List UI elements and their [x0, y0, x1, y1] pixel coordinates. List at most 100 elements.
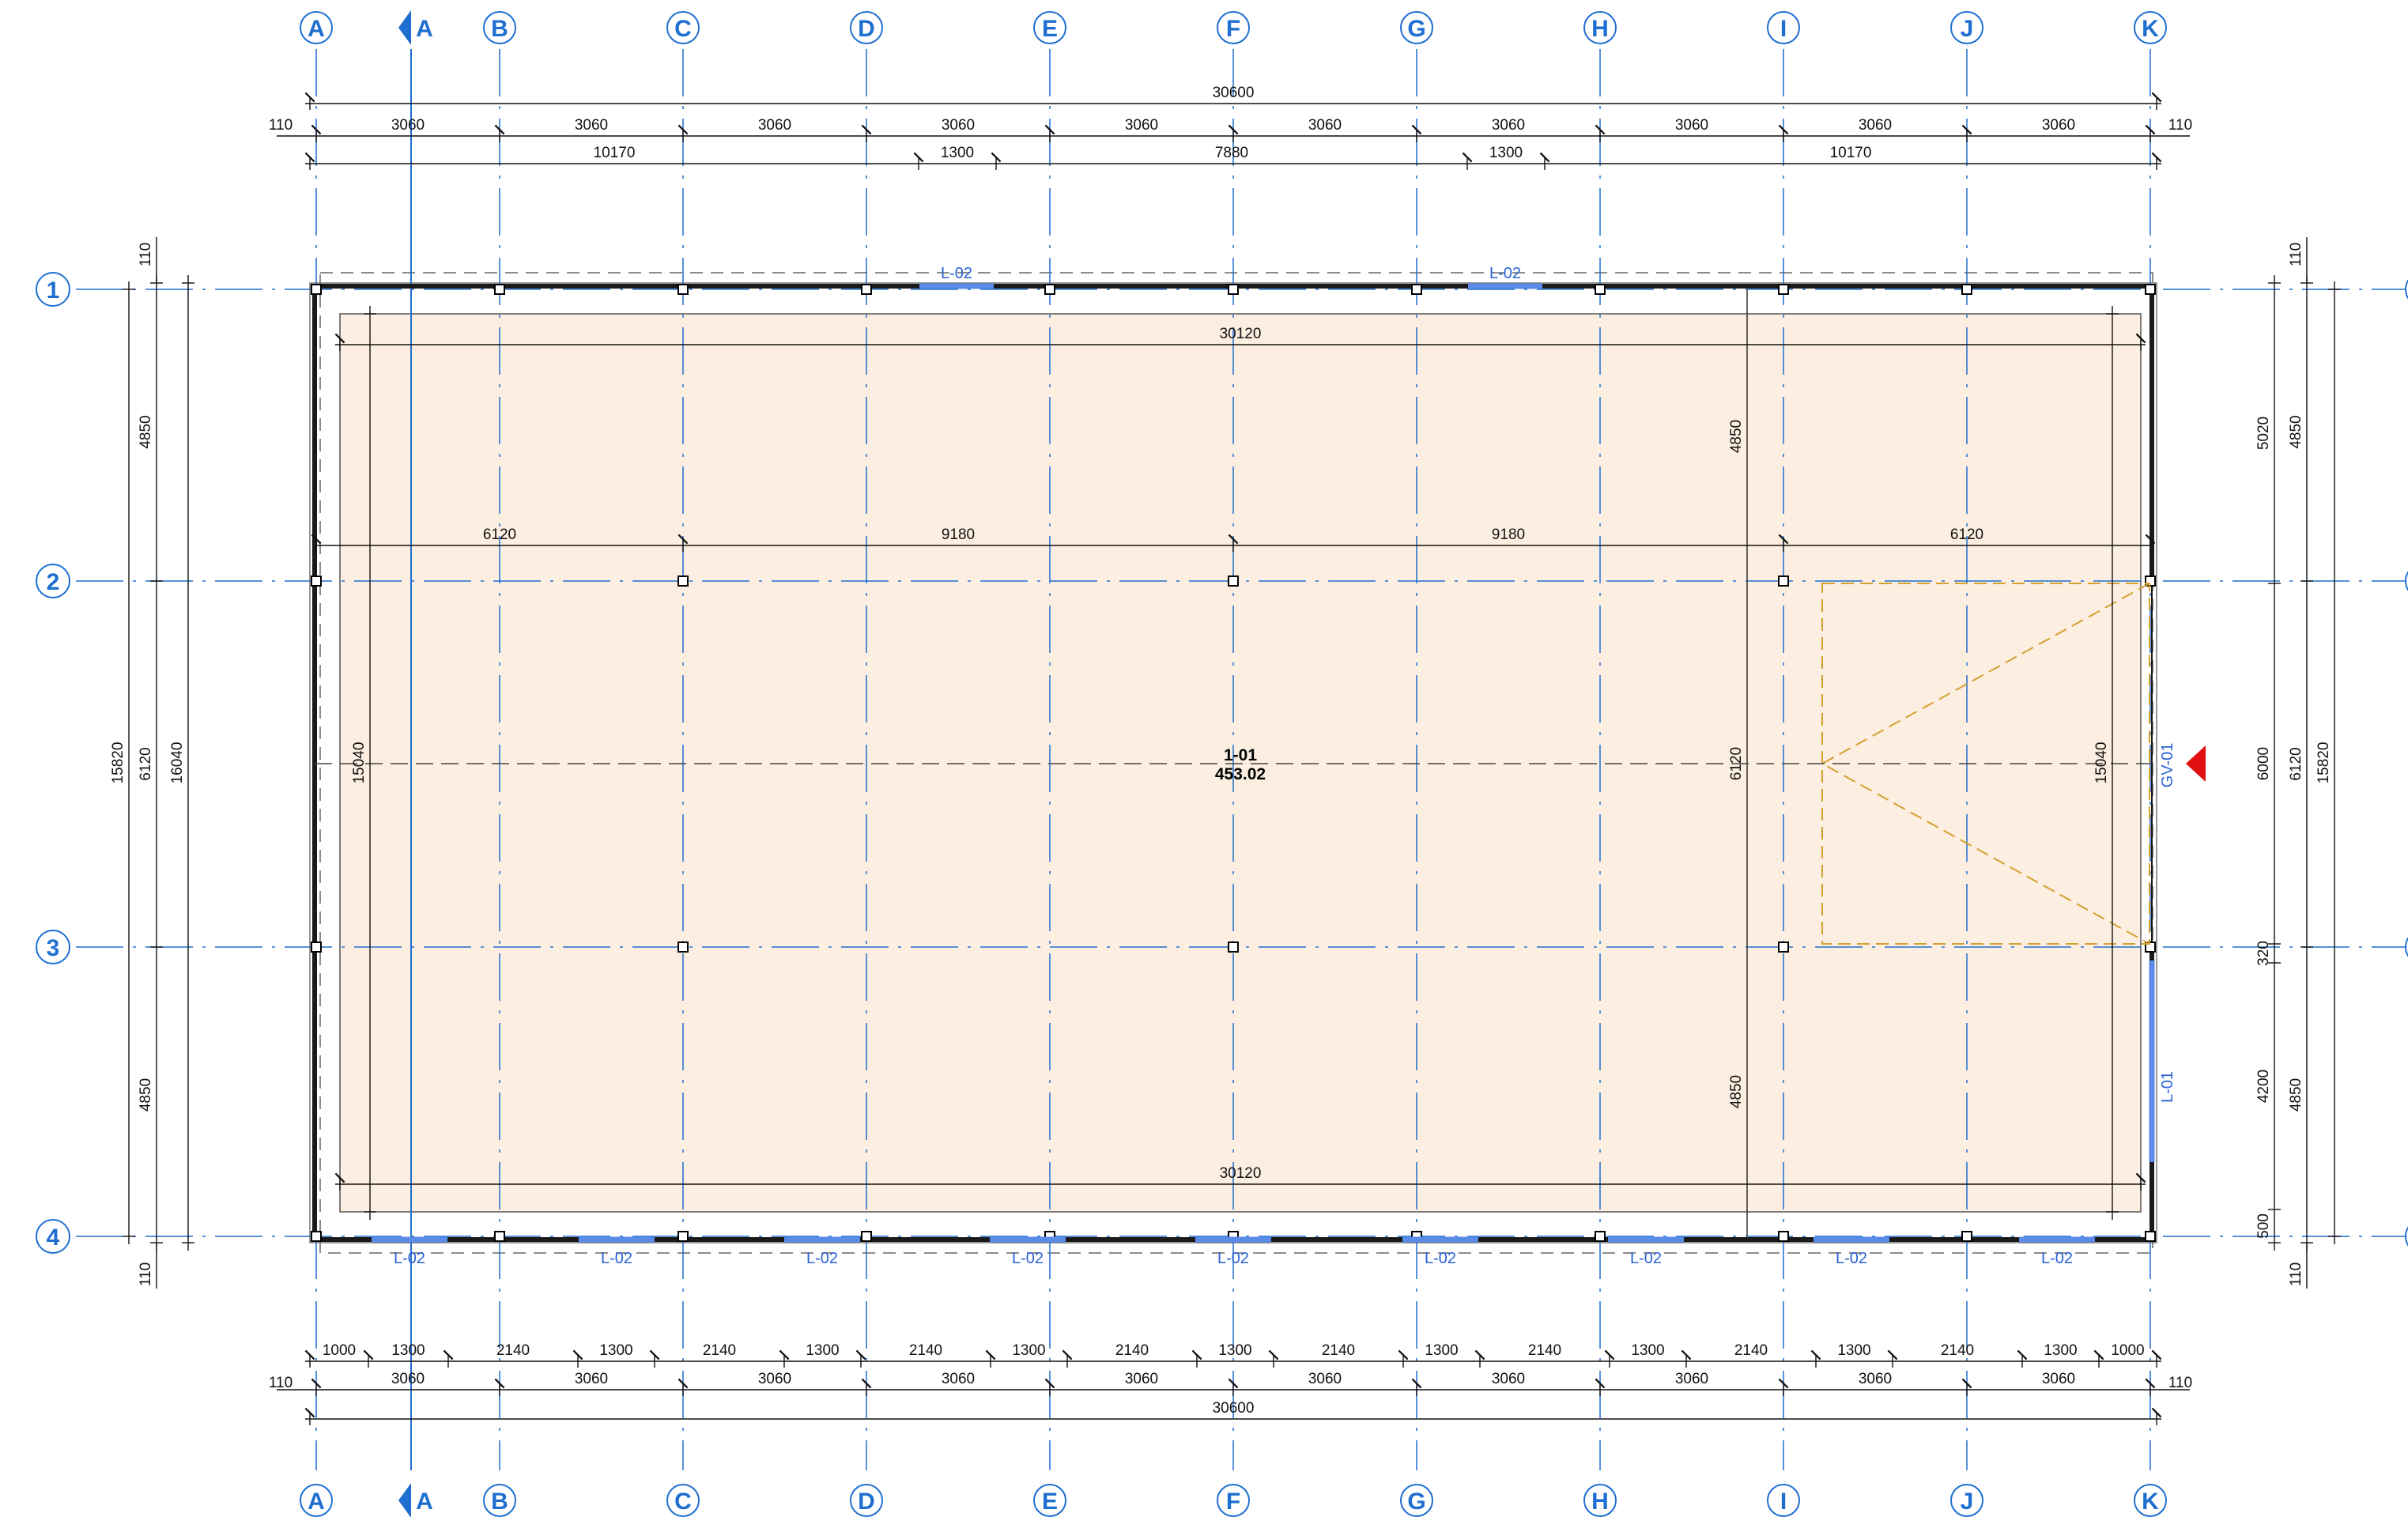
- column: [677, 575, 689, 587]
- dimension-text: 2140: [1734, 1342, 1768, 1359]
- grid-bubble-K: [2134, 11, 2167, 44]
- gate-swing-lines: [1820, 583, 2150, 945]
- grid-bubble-E: [1033, 1484, 1066, 1517]
- annotations: L-02 L-02 L-02 L-02 L-02 L-02 L-02 L-02 L-02 L-02…: [394, 265, 2206, 1267]
- grid-bubble-E: [1033, 11, 1066, 44]
- dimension-text: 6120: [1950, 526, 1983, 543]
- column: [677, 284, 689, 295]
- column: [311, 575, 322, 587]
- grid-label-3: 3: [47, 935, 60, 961]
- grid-label-D: D: [858, 1489, 875, 1515]
- grid-label-B: B: [491, 1489, 508, 1515]
- dimension-text: 3060: [2042, 1371, 2075, 1387]
- room-area: 453.02: [1215, 765, 1266, 783]
- window-label: L-02: [1425, 1250, 1456, 1267]
- grid-bubble-2: [36, 564, 70, 598]
- dimension-text: 16040: [169, 742, 186, 784]
- grid-label-K: K: [2142, 1489, 2159, 1515]
- dimension-text: 30120: [1220, 1165, 1262, 1182]
- dimension-text: 10170: [1830, 145, 1872, 161]
- dimension-text: 3060: [1308, 117, 1342, 134]
- window-label: L-02: [2041, 1250, 2073, 1267]
- grid-bubble-F: [1217, 11, 1250, 44]
- grid-bubble-G: [1400, 1484, 1433, 1517]
- dimension-text: 1300: [1631, 1342, 1664, 1359]
- room-number: 1-01: [1224, 746, 1257, 764]
- dimension-text: 3060: [1125, 1371, 1158, 1387]
- grid-bubble-I: [1767, 1484, 1800, 1517]
- dimension-text: 3060: [942, 1371, 975, 1387]
- column: [1778, 575, 1789, 587]
- window-label: L-02: [1012, 1250, 1044, 1267]
- column: [311, 1231, 322, 1242]
- grid-bubble-A: [300, 1484, 333, 1517]
- column: [677, 1231, 689, 1242]
- dimension-text: 110: [2288, 243, 2304, 266]
- grid-label-4: 4: [47, 1225, 60, 1251]
- dimension-text: 3060: [2042, 117, 2075, 134]
- dimension-text: 4850: [2288, 415, 2304, 448]
- dimension-text: 9180: [942, 526, 975, 543]
- dimension-text: 4850: [1728, 1075, 1745, 1108]
- dimension-text: 1300: [806, 1342, 839, 1359]
- grid-bubble-1: [36, 272, 70, 307]
- grid-bubble-H: [1583, 11, 1617, 44]
- dimension-text: 1300: [2044, 1342, 2077, 1359]
- grid-bubble-J: [1950, 11, 1983, 44]
- grid-label-F: F: [1226, 1489, 1240, 1515]
- grid-bubble-F: [1217, 1484, 1250, 1517]
- grid-label-C: C: [674, 16, 692, 42]
- dimension-text: 110: [2168, 1375, 2192, 1391]
- walls: [311, 283, 2156, 1243]
- dimension-text: 3060: [391, 117, 425, 134]
- dimension-text: 3060: [758, 117, 791, 134]
- grid-bubble-D: [850, 1484, 883, 1517]
- grid-bubble-J: [1950, 1484, 1983, 1517]
- column: [1411, 284, 1422, 295]
- dimension-text: 320: [2255, 941, 2272, 966]
- grid-label-E: E: [1042, 1489, 1058, 1515]
- column: [1044, 284, 1055, 295]
- dimension-text: 3060: [575, 1371, 608, 1387]
- section-marker-icon: [398, 1483, 411, 1517]
- dimension-text: 15820: [110, 742, 126, 784]
- window-label: L-01: [2159, 1071, 2176, 1103]
- dimension-text: 30600: [1213, 1400, 1255, 1417]
- window-label: L-02: [1489, 265, 1521, 282]
- dimension-text: 4200: [2255, 1070, 2272, 1103]
- dimension-text: 3060: [1675, 1371, 1708, 1387]
- column: [1595, 1231, 1606, 1242]
- dimension-text: 2140: [1322, 1342, 1355, 1359]
- dimension-text: 1300: [1837, 1342, 1870, 1359]
- grid-bubble-C: [666, 1484, 700, 1517]
- grid-bubble-D: [850, 11, 883, 44]
- dimension-text: 110: [269, 117, 293, 134]
- elevation-marker-icon: [2186, 745, 2206, 782]
- grid-label-G: G: [1407, 16, 1425, 42]
- window-label: L-02: [806, 1250, 838, 1267]
- column: [2145, 284, 2156, 295]
- dimension-text: 30600: [1213, 85, 1255, 101]
- grid-bubble-H: [1583, 1484, 1617, 1517]
- dimension-text: 3060: [1675, 117, 1708, 134]
- grid-label-A: A: [308, 16, 325, 42]
- column: [1778, 1231, 1789, 1242]
- grid-bubble-B: [483, 11, 516, 44]
- dimension-text: 1000: [2111, 1342, 2144, 1359]
- grid-label-2: 2: [47, 569, 60, 595]
- dimension-text: 15040: [2093, 742, 2110, 784]
- grid-label-G: G: [1407, 1489, 1425, 1515]
- grid-bubble-right-2: [2405, 571, 2408, 591]
- dimension-text: 110: [2288, 1262, 2304, 1286]
- grid-label-B: B: [491, 16, 508, 42]
- column: [1595, 284, 1606, 295]
- window-label: L-02: [394, 1250, 425, 1267]
- grid-label-J: J: [1961, 1489, 1974, 1515]
- dimension-text: 4850: [1728, 420, 1745, 453]
- dimension-text: 3060: [1859, 117, 1892, 134]
- grid-bubble-K: [2134, 1484, 2167, 1517]
- window-label: L-02: [1630, 1250, 1662, 1267]
- column: [311, 942, 322, 953]
- grid-bubble-G: [1400, 11, 1433, 44]
- column: [494, 1231, 505, 1242]
